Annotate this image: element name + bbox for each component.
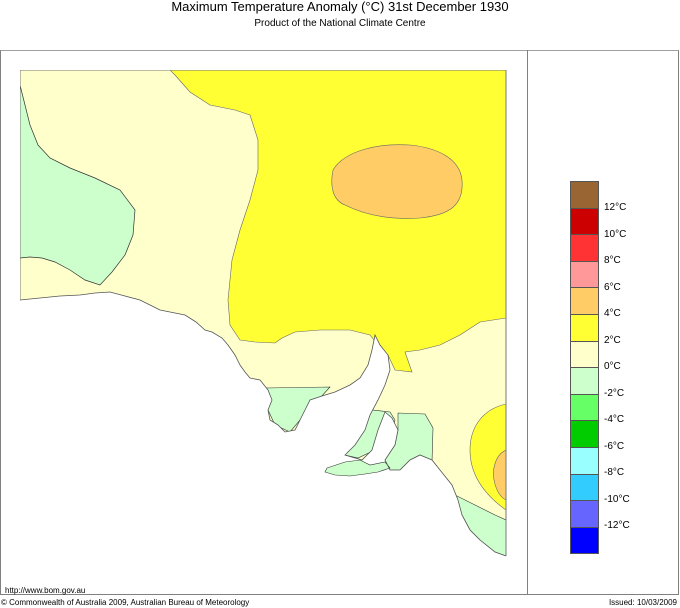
- legend-label: 4°C: [604, 308, 621, 319]
- legend-swatch: [570, 420, 599, 447]
- legend-swatch: [570, 393, 599, 421]
- legend-swatch: [570, 260, 599, 288]
- issued-date: Issued: 10/03/2009: [608, 598, 677, 607]
- legend-swatch: [570, 446, 599, 474]
- legend-label: 12°C: [604, 202, 627, 213]
- legend-label: -4°C: [604, 414, 625, 425]
- color-legend: [570, 181, 599, 555]
- legend-label: 0°C: [604, 361, 621, 372]
- legend-swatch: [570, 313, 599, 341]
- legend-divider: [527, 50, 528, 595]
- legend-swatch: [570, 526, 599, 555]
- legend-label: -6°C: [604, 441, 625, 452]
- legend-swatch: [570, 473, 599, 501]
- legend-swatch: [570, 367, 599, 394]
- legend-swatch: [570, 500, 599, 527]
- legend-swatch: [570, 340, 599, 368]
- legend-label: 2°C: [604, 335, 621, 346]
- legend-swatch: [570, 181, 599, 208]
- legend-label: 6°C: [604, 282, 621, 293]
- legend-label: -12°C: [604, 520, 630, 531]
- legend-label: 10°C: [604, 229, 627, 240]
- copyright-notice: © Commonwealth of Australia 2009, Austra…: [1, 598, 250, 607]
- map-subtitle: Product of the National Climate Centre: [254, 18, 426, 29]
- legend-label: -10°C: [604, 494, 630, 505]
- legend-swatch: [570, 287, 599, 314]
- source-url[interactable]: http://www.bom.gov.au: [5, 586, 86, 595]
- anomaly-map: [20, 70, 507, 557]
- figure-frame: [0, 50, 679, 595]
- map-title: Maximum Temperature Anomaly (°C) 31st De…: [171, 0, 509, 14]
- legend-label: 8°C: [604, 255, 621, 266]
- legend-label: -8°C: [604, 467, 625, 478]
- legend-swatch: [570, 207, 599, 235]
- legend-swatch: [570, 234, 599, 261]
- legend-label: -2°C: [604, 388, 625, 399]
